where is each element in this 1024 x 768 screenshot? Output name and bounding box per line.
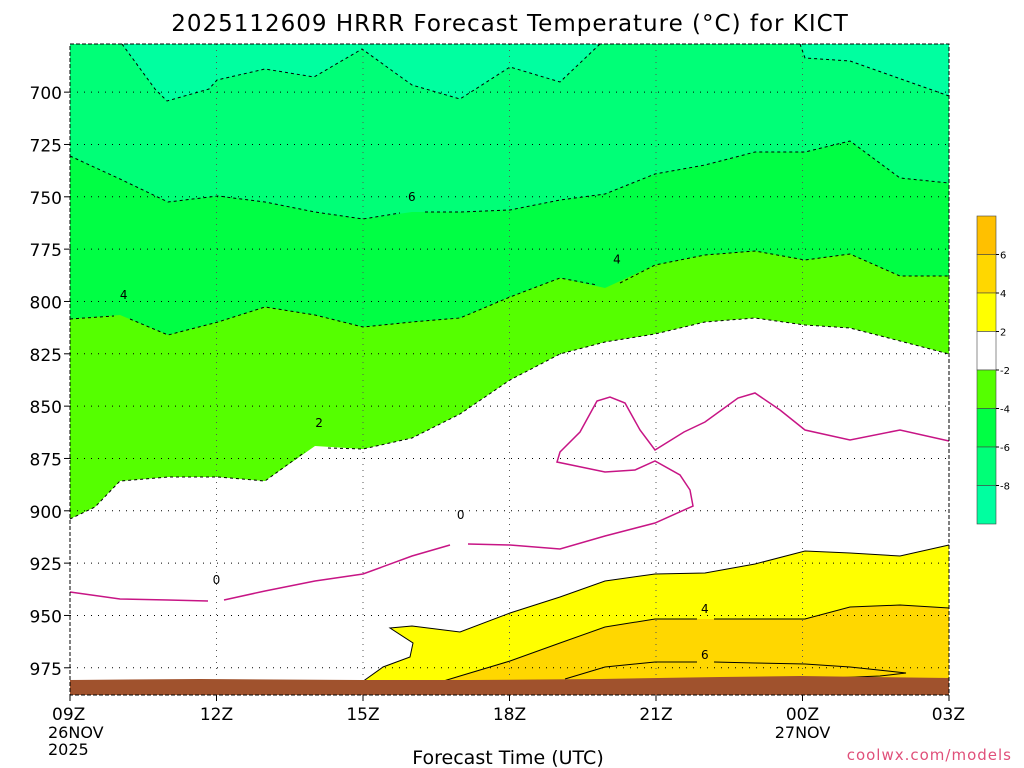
colorbar-label: -6 (1000, 443, 1010, 454)
y-tick-label: 800 (30, 293, 62, 313)
y-tick-label: 900 (30, 503, 62, 523)
chart-title: 2025112609 HRRR Forecast Temperature (°C… (171, 11, 849, 37)
x-axis-label: Forecast Time (UTC) (412, 747, 603, 768)
isotherm-plus2 (361, 544, 950, 683)
x-tick-label: 00Z (786, 705, 819, 725)
contour-label: 6 (408, 190, 416, 204)
colorbar-swatch (976, 331, 997, 371)
isotherm-plus4 (436, 604, 950, 684)
isotherm-minus8 (121, 43, 950, 102)
x-date-label: 26NOV (48, 723, 104, 742)
contour-label: 0 (457, 508, 465, 522)
y-tick-label: 750 (30, 189, 62, 209)
colorbar-legend: 6 4 2 -2 -4 -6 -8 (976, 215, 1010, 525)
isotherm-plus6 (564, 661, 907, 680)
contour-labels: 6 4 4 2 0 0 4 6 (120, 190, 709, 662)
colorbar-swatch (976, 446, 997, 486)
x-tick-label: 18Z (493, 705, 526, 725)
y-tick-label: 875 (30, 450, 62, 470)
colorbar-label: -4 (1000, 405, 1010, 416)
y-tick-label: 725 (30, 136, 62, 156)
x-tick-label: 03Z (932, 705, 965, 725)
x-tick-label: 09Z (52, 705, 85, 725)
colorbar-swatch (976, 369, 997, 409)
y-tick-label: 825 (30, 346, 62, 366)
colorbar-label: 2 (1000, 328, 1006, 339)
isotherm-zero (69, 392, 950, 602)
isotherm-minus6 (69, 140, 950, 220)
plot-area: 6 4 4 2 0 0 4 6 (69, 43, 950, 696)
contour-label: 4 (120, 288, 128, 302)
contour-label: 4 (701, 602, 709, 616)
colorbar-label: 6 (1000, 251, 1006, 262)
colorbar-swatch (976, 408, 997, 448)
x-tick-label: 15Z (346, 705, 379, 725)
ground-terrain (70, 676, 949, 695)
credit-label: coolwx.com/models (847, 746, 1012, 764)
y-axis: 700 725 750 775 800 825 850 875 900 925 950 975 (30, 84, 70, 680)
contour-label: 2 (315, 416, 323, 430)
x-date-label: 2025 (48, 740, 89, 759)
contour-label: 4 (613, 253, 621, 267)
colorbar-label: -2 (1000, 366, 1010, 377)
x-tick-label: 21Z (639, 705, 672, 725)
colorbar-swatch (976, 292, 997, 332)
x-date-label: 27NOV (775, 723, 831, 742)
colorbar-label: 4 (1000, 289, 1006, 300)
colorbar-swatch (976, 254, 997, 294)
y-tick-label: 950 (30, 607, 62, 627)
contour-label: 0 (213, 573, 221, 587)
y-tick-label: 925 (30, 555, 62, 575)
y-tick-label: 975 (30, 660, 62, 680)
y-tick-label: 700 (30, 84, 62, 104)
y-tick-label: 775 (30, 241, 62, 261)
x-tick-label: 12Z (200, 705, 233, 725)
isotherm-minus2 (69, 317, 950, 520)
colorbar-label: -8 (1000, 482, 1010, 493)
colorbar-swatch (976, 215, 997, 255)
y-tick-label: 850 (30, 398, 62, 418)
fill-4-6 (437, 605, 949, 695)
colorbar-swatch (976, 485, 997, 525)
isotherm-minus4 (69, 250, 949, 336)
contour-label: 6 (701, 648, 709, 662)
